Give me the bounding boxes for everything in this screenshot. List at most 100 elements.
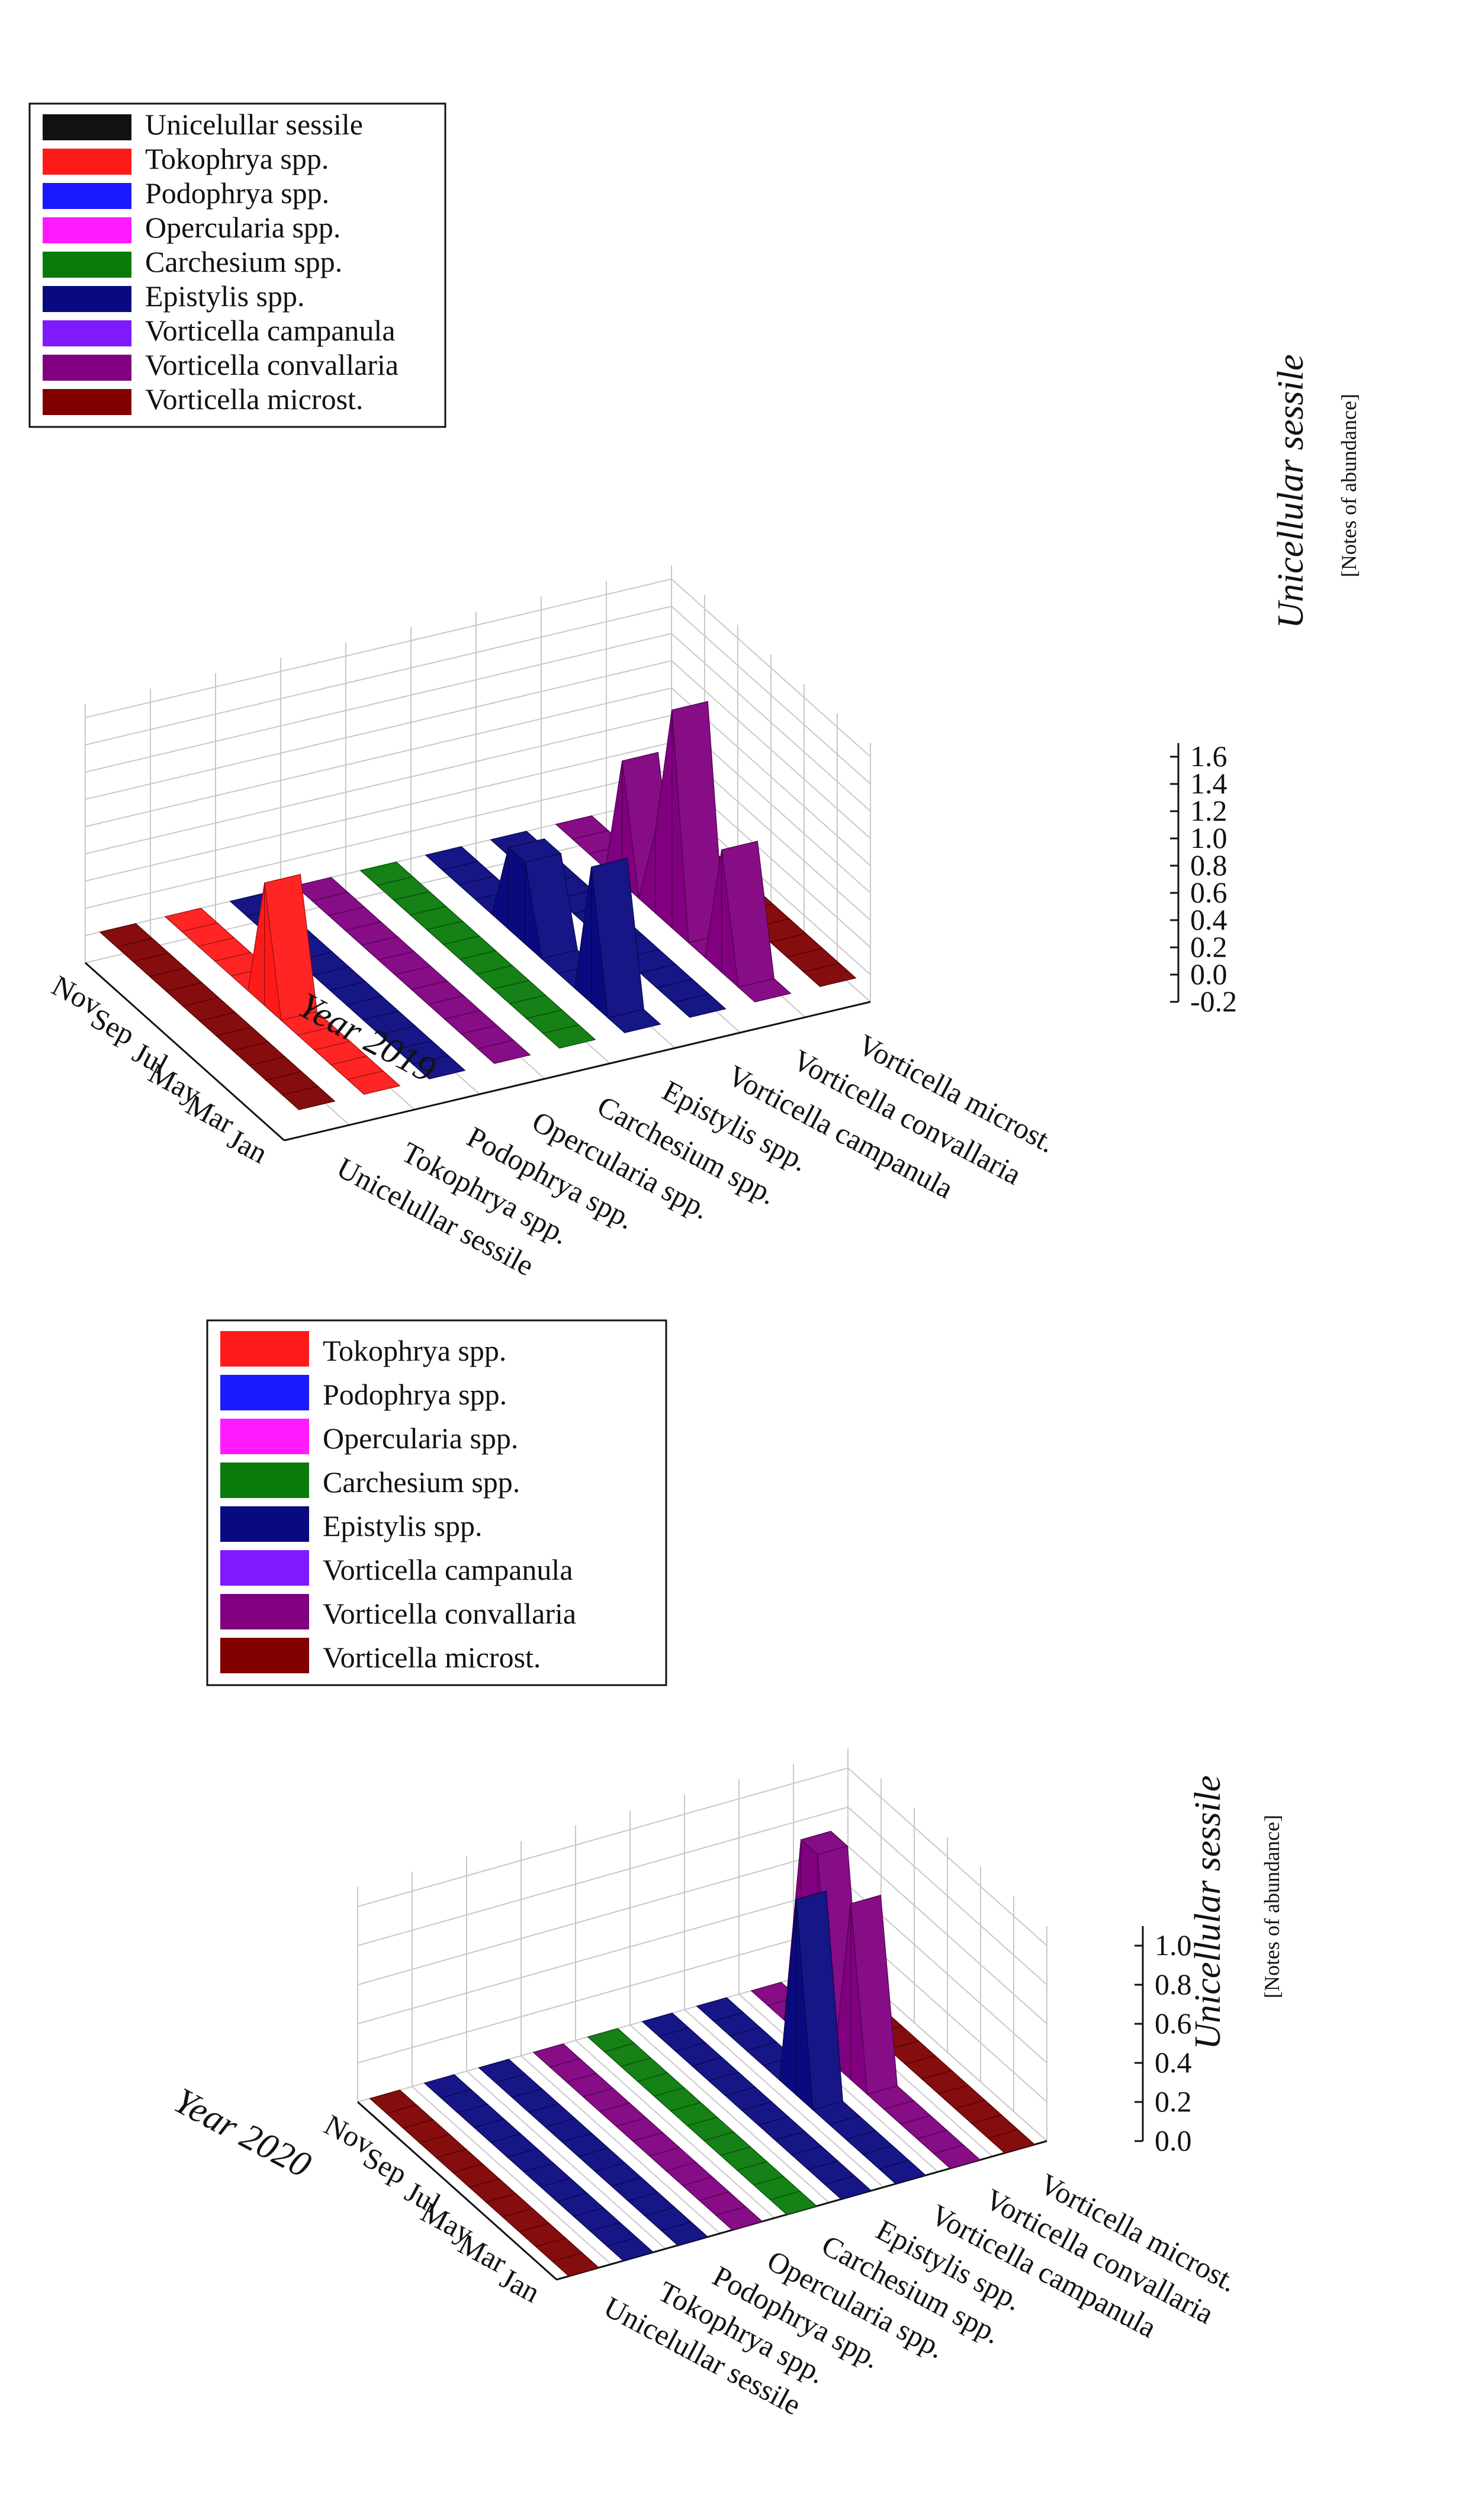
- legend-label: Vorticella convallaria: [145, 348, 399, 381]
- legend-swatch: [43, 320, 131, 346]
- grid-line: [85, 632, 871, 812]
- z-axis-subtitle: [Notes of abundance]: [1337, 394, 1361, 577]
- bar-top-face: [412, 1055, 466, 1079]
- z-tick-label: 0.6: [1190, 876, 1227, 909]
- legend-swatch: [220, 1462, 309, 1498]
- legend-label: Tokophrya spp.: [145, 142, 329, 175]
- legend-swatch: [220, 1506, 309, 1542]
- z-axis-title: Unicellular sessile: [1188, 1775, 1228, 2049]
- grid-line: [684, 2009, 884, 2188]
- legend-label: Opercularia spp.: [323, 1422, 518, 1455]
- legend-swatch: [43, 149, 131, 175]
- legend-label: Carchesium spp.: [323, 1465, 520, 1499]
- x-axis-line: [85, 962, 285, 1142]
- legend-label: Podophrya spp.: [323, 1378, 507, 1411]
- legend-swatch: [220, 1419, 309, 1454]
- bar-top-face: [933, 2145, 981, 2169]
- z-tick-label: 0.6: [1155, 2007, 1192, 2040]
- grid-line: [357, 1884, 1047, 2063]
- legend: Tokophrya spp. Podophrya spp. Opercularia …: [206, 1319, 667, 1686]
- legend-swatch: [220, 1550, 309, 1586]
- grid-line: [466, 2071, 666, 2249]
- grid-line: [412, 2086, 612, 2265]
- bar-top-face: [737, 978, 792, 1002]
- bar-front-face: [591, 867, 609, 1019]
- grid-line: [85, 687, 871, 866]
- z-tick-label: 0.0: [1155, 2124, 1192, 2157]
- bar-front-face: [850, 1904, 868, 2095]
- z-tick-label: -0.2: [1190, 985, 1237, 1018]
- grid-line: [85, 660, 871, 839]
- z-tick-labels: 0.0 0.2 0.4 0.6 0.8 1.0: [1135, 1928, 1192, 2157]
- legend-swatch: [220, 1331, 309, 1367]
- bar-top-face: [346, 1071, 401, 1095]
- z-tick-label: 1.0: [1155, 1928, 1192, 1962]
- x-tick-label: Jan: [223, 1122, 273, 1170]
- legend-label: Vorticella campanula: [145, 314, 396, 347]
- bar-top-face: [551, 2252, 600, 2277]
- bar-front-face: [264, 883, 282, 1021]
- grid-line: [520, 2055, 721, 2234]
- legend-swatch: [43, 389, 131, 415]
- bar-front-face: [671, 710, 689, 944]
- chart-bars: [369, 1830, 1036, 2277]
- grid-line: [629, 2024, 830, 2203]
- legend-label: Opercularia spp.: [145, 211, 340, 244]
- x-axis-title: Year 2020: [168, 2080, 317, 2185]
- grid-line: [575, 2040, 775, 2219]
- bar-top-face: [606, 2237, 654, 2261]
- legend-swatch: [43, 217, 131, 243]
- legend-swatch: [43, 286, 131, 312]
- legend-label: Epistylis spp.: [145, 279, 304, 313]
- bar-top-face: [607, 1009, 661, 1033]
- bar-top-face: [802, 963, 857, 987]
- z-tick-label: 1.4: [1190, 767, 1227, 800]
- z-axis-subtitle: [Notes of abundance]: [1260, 1815, 1284, 1998]
- bar-top-face: [542, 1024, 596, 1049]
- y-axis-line: [284, 1001, 871, 1142]
- bar-front-face: [508, 846, 526, 945]
- z-axis-title: Unicellular sessile: [1271, 354, 1311, 628]
- z-tick-label: 0.2: [1190, 930, 1227, 963]
- legend-label: Carchesium spp.: [145, 245, 342, 278]
- grid-line: [357, 1845, 1047, 2024]
- legend-swatch: [43, 183, 131, 209]
- bar-top-face: [672, 994, 727, 1018]
- bar-top-face: [660, 2222, 709, 2246]
- x-axis-line: [357, 2101, 557, 2281]
- legend-label: Vorticella microst.: [323, 1641, 541, 1674]
- bar-front-face: [655, 710, 673, 929]
- z-tick-label: 0.8: [1155, 1968, 1192, 2001]
- legend-label: Unicelullar sessile: [145, 108, 363, 141]
- z-tick-label: 1.2: [1190, 794, 1227, 827]
- z-tick-label: 0.4: [1155, 2046, 1192, 2079]
- grid-line: [357, 1767, 1047, 1946]
- legend-label: Vorticella microst.: [145, 382, 363, 416]
- z-tick-label: 0.2: [1155, 2085, 1192, 2118]
- legend-swatch: [43, 114, 131, 140]
- bar-top-face: [281, 1086, 336, 1110]
- chart-axes: [85, 743, 1180, 1142]
- grid-line: [85, 605, 871, 785]
- bar-top-face: [878, 2160, 927, 2184]
- z-tick-label: 1.6: [1190, 740, 1227, 773]
- grid-line: [357, 1806, 1047, 1985]
- legend-label: Vorticella campanula: [323, 1553, 573, 1586]
- z-tick-label: 0.0: [1190, 957, 1227, 991]
- legend-swatch: [220, 1638, 309, 1673]
- bar-front-face: [525, 862, 542, 960]
- z-tick-label: 0.8: [1190, 848, 1227, 882]
- bar-top-face: [987, 2129, 1036, 2153]
- legend-swatch: [220, 1375, 309, 1410]
- chart-bars: [99, 701, 857, 1110]
- bar-top-face: [769, 2191, 818, 2215]
- legend-swatch: [43, 355, 131, 381]
- z-tick-label: 1.0: [1190, 821, 1227, 854]
- legend-label: Epistylis spp.: [323, 1509, 482, 1542]
- bar-front-face: [721, 850, 739, 988]
